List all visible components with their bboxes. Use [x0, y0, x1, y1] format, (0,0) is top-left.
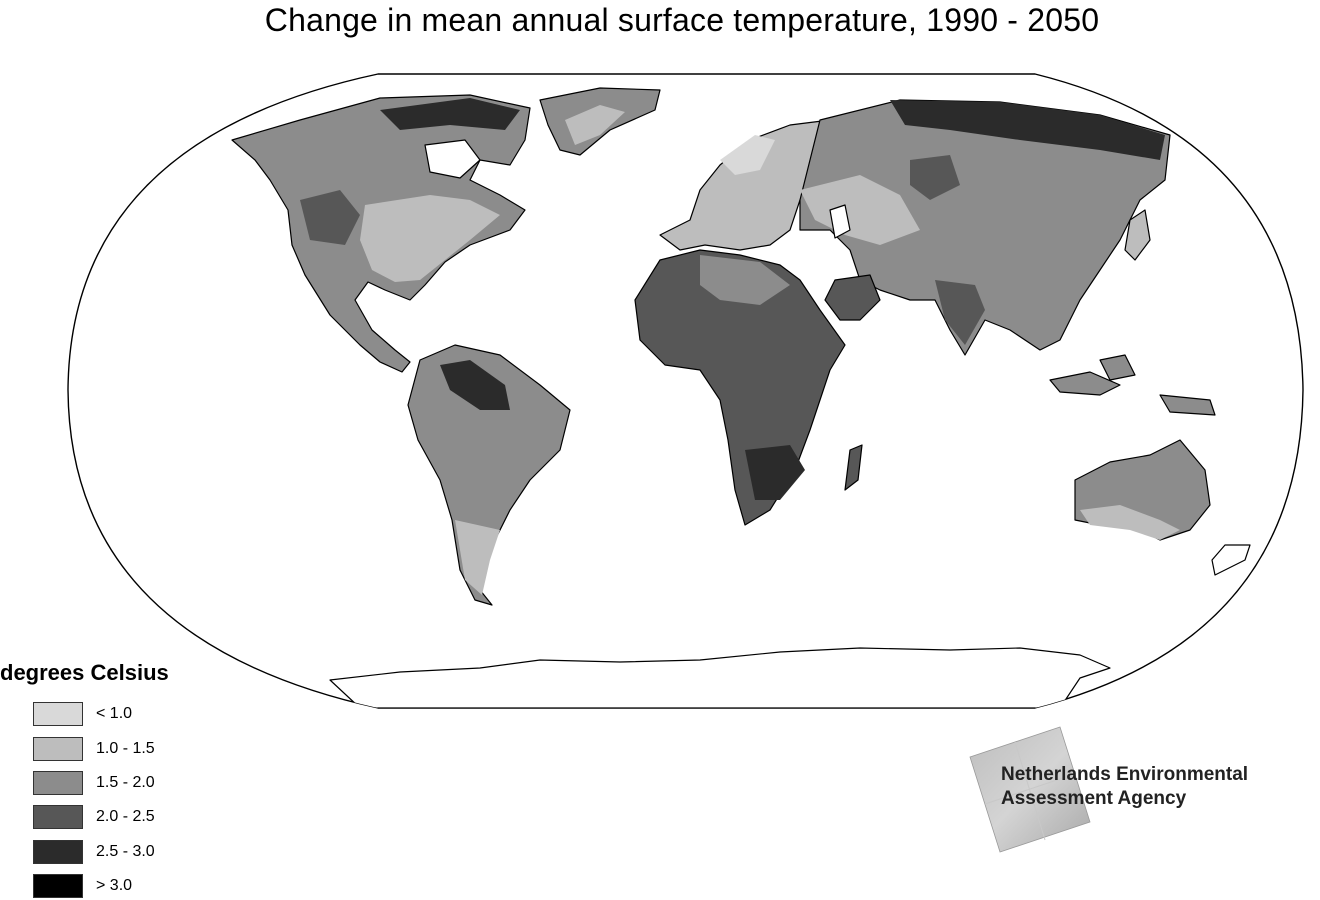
- sa-south-light: [455, 520, 500, 595]
- legend-swatch: [33, 771, 83, 795]
- legend-item: 2.5 - 3.0: [33, 839, 155, 865]
- hudson-bay: [424, 139, 481, 179]
- legend-label: 1.0 - 1.5: [96, 740, 155, 757]
- agency-logo-emblem: [969, 726, 1091, 853]
- australia-south-light: [1080, 505, 1180, 540]
- caspian-sea: [829, 204, 851, 239]
- legend-item: 2.0 - 2.5: [33, 804, 155, 830]
- na-arctic-dark: [380, 98, 520, 130]
- new-guinea: [1159, 394, 1216, 416]
- borneo: [1099, 354, 1136, 381]
- legend-item: 1.5 - 2.0: [33, 770, 155, 796]
- central-asia-light: [800, 175, 920, 245]
- siberia-dark: [890, 100, 1165, 160]
- legend-label: 1.5 - 2.0: [96, 774, 155, 791]
- legend-label: 2.5 - 3.0: [96, 843, 155, 860]
- agency-name-line2: Assessment Agency: [1001, 788, 1187, 809]
- legend-item: > 3.0: [33, 873, 132, 899]
- legend-item: < 1.0: [33, 701, 132, 727]
- antarctica: [329, 647, 1111, 708]
- sa-amazon-dark: [440, 360, 510, 410]
- indonesia: [1049, 371, 1121, 396]
- new-zealand: [1211, 544, 1251, 576]
- legend-item: 1.0 - 1.5: [33, 736, 155, 762]
- africa-north-mid: [700, 255, 790, 305]
- asia-dark-core: [910, 155, 960, 200]
- greenland-light: [565, 105, 625, 145]
- asia: [799, 99, 1171, 356]
- na-east-band: [360, 195, 500, 282]
- agency-name-line1: Netherlands Environmental: [1001, 764, 1249, 785]
- arabia: [824, 274, 881, 321]
- india-dark: [935, 280, 985, 345]
- scandinavia-light: [720, 135, 775, 175]
- map-title: Change in mean annual surface temperatur…: [264, 2, 1100, 38]
- legend-swatch: [33, 840, 83, 864]
- legend-label: > 3.0: [96, 877, 133, 894]
- legend-swatch: [33, 805, 83, 829]
- legend-swatch: [33, 702, 83, 726]
- madagascar: [844, 444, 863, 491]
- africa-south-dark: [745, 445, 805, 500]
- na-west-dark: [300, 190, 360, 245]
- legend-swatch: [33, 737, 83, 761]
- legend-swatch: [33, 874, 83, 898]
- agency-name: Netherlands Environmental Assessment Age…: [1001, 763, 1248, 811]
- legend-label: < 1.0: [96, 705, 133, 722]
- japan: [1124, 209, 1151, 261]
- legend-label: 2.0 - 2.5: [96, 808, 155, 825]
- legend-title: degrees Celsius: [0, 660, 169, 685]
